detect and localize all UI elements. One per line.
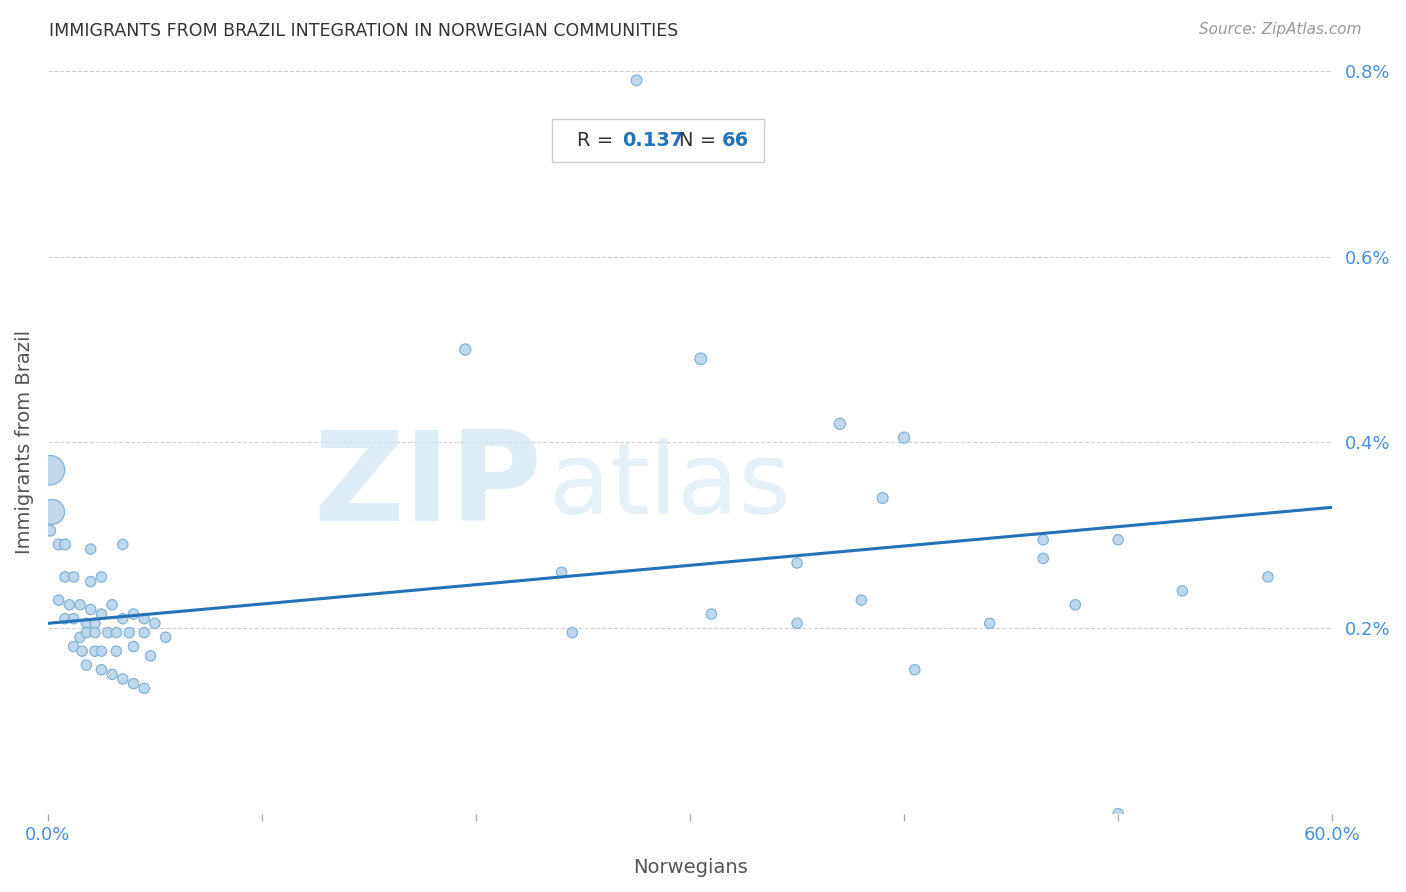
Point xyxy=(979,616,1001,631)
Point xyxy=(75,616,97,631)
Point xyxy=(70,644,93,658)
Point xyxy=(134,681,156,696)
FancyBboxPatch shape xyxy=(551,120,765,162)
Point xyxy=(90,644,112,658)
Point xyxy=(105,644,128,658)
Point xyxy=(84,644,107,658)
Point xyxy=(90,607,112,621)
Point xyxy=(139,648,162,663)
Point xyxy=(75,625,97,640)
Point xyxy=(155,630,177,644)
Point xyxy=(62,640,84,654)
Text: 0.137: 0.137 xyxy=(621,131,683,150)
Point xyxy=(689,351,711,366)
Point xyxy=(39,524,62,538)
Point xyxy=(111,612,134,626)
Point xyxy=(454,343,477,357)
Point xyxy=(851,593,873,607)
Point xyxy=(80,542,103,557)
Point xyxy=(90,570,112,584)
Text: atlas: atlas xyxy=(548,438,790,535)
Point xyxy=(700,607,723,621)
Point xyxy=(53,570,76,584)
Point xyxy=(1032,533,1054,547)
Point xyxy=(69,598,91,612)
Point xyxy=(48,593,70,607)
Point xyxy=(39,463,62,477)
X-axis label: Norwegians: Norwegians xyxy=(633,858,748,877)
Point xyxy=(122,607,145,621)
Point xyxy=(561,625,583,640)
Point xyxy=(1257,570,1279,584)
Point xyxy=(105,625,128,640)
Point xyxy=(134,625,156,640)
Text: ZIP: ZIP xyxy=(314,426,543,548)
Point xyxy=(872,491,894,505)
Point xyxy=(786,556,808,570)
Point xyxy=(62,612,84,626)
Point xyxy=(69,630,91,644)
Point xyxy=(90,663,112,677)
Point xyxy=(48,537,70,551)
Point xyxy=(828,417,851,431)
Point xyxy=(904,663,927,677)
Point xyxy=(53,537,76,551)
Point xyxy=(97,625,120,640)
Text: 66: 66 xyxy=(721,131,749,150)
Point xyxy=(1064,598,1087,612)
Point xyxy=(626,73,648,87)
Point xyxy=(111,672,134,686)
Point xyxy=(84,625,107,640)
Point xyxy=(134,612,156,626)
Point xyxy=(786,616,808,631)
Point xyxy=(84,616,107,631)
Point xyxy=(101,598,124,612)
Point xyxy=(41,505,63,519)
Text: Source: ZipAtlas.com: Source: ZipAtlas.com xyxy=(1198,22,1361,37)
Point xyxy=(1107,533,1129,547)
Point xyxy=(1107,806,1129,821)
Point xyxy=(62,570,84,584)
Point xyxy=(1032,551,1054,566)
Point xyxy=(122,640,145,654)
Point xyxy=(143,616,166,631)
Point xyxy=(80,574,103,589)
Point xyxy=(111,537,134,551)
Text: N =: N = xyxy=(679,131,723,150)
Text: R =: R = xyxy=(578,131,620,150)
Point xyxy=(75,658,97,673)
Text: IMMIGRANTS FROM BRAZIL INTEGRATION IN NORWEGIAN COMMUNITIES: IMMIGRANTS FROM BRAZIL INTEGRATION IN NO… xyxy=(49,22,679,40)
Point xyxy=(58,598,80,612)
Point xyxy=(550,566,572,580)
Y-axis label: Immigrants from Brazil: Immigrants from Brazil xyxy=(15,330,34,555)
Point xyxy=(893,431,915,445)
Point xyxy=(118,625,141,640)
Point xyxy=(101,667,124,681)
Point xyxy=(1171,583,1194,598)
Point xyxy=(53,612,76,626)
Point xyxy=(122,676,145,690)
Point xyxy=(80,602,103,616)
